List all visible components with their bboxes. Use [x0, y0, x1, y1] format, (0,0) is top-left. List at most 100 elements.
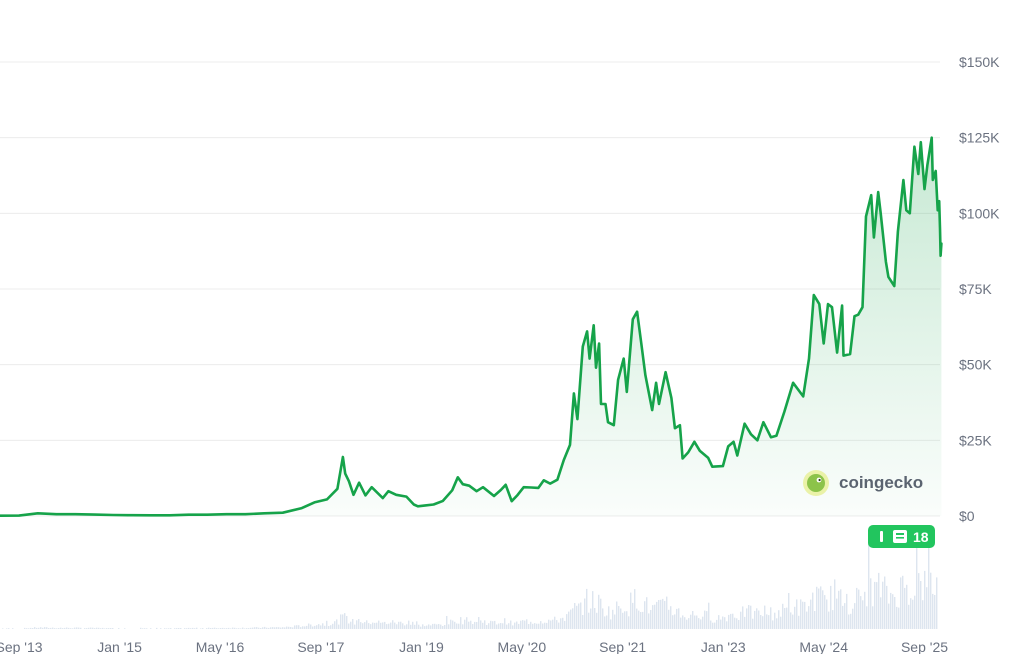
volume-bar [904, 587, 906, 629]
volume-bar [392, 620, 394, 629]
volume-bar [572, 608, 574, 629]
x-tick-label: Sep '25 [901, 639, 948, 654]
volume-bar [882, 581, 884, 629]
volume-bar [488, 623, 490, 629]
volume-bar [214, 627, 216, 629]
volume-bar [80, 627, 82, 629]
volume-bar [184, 628, 186, 629]
volume-bar [558, 622, 560, 629]
volume-bar [418, 624, 420, 629]
volume-bar [654, 604, 656, 629]
volume-bar [282, 627, 284, 629]
volume-bar [92, 627, 94, 629]
volume-bar [612, 609, 614, 629]
volume-bar [870, 578, 872, 629]
volume-bar [726, 621, 728, 629]
volume-bar [810, 599, 812, 629]
volume-bar [762, 616, 764, 629]
volume-bar [832, 610, 834, 629]
volume-bar [234, 627, 236, 629]
volume-bar [88, 627, 90, 629]
volume-bar [554, 616, 556, 629]
volume-bar [56, 628, 58, 629]
x-tick-label: Sep '13 [0, 639, 43, 654]
volume-bar [422, 624, 424, 629]
volume-bar [530, 621, 532, 629]
newspaper-icon [893, 530, 907, 543]
volume-bar [290, 627, 292, 629]
volume-bar [774, 612, 776, 629]
volume-bar [622, 612, 624, 629]
volume-bar [32, 628, 34, 629]
x-tick-label: Jan '23 [701, 639, 746, 654]
volume-bar [756, 608, 758, 629]
news-badge[interactable]: 18 [868, 525, 935, 548]
volume-bar [538, 623, 540, 629]
volume-bar [416, 621, 418, 629]
volume-bar [670, 606, 672, 629]
volume-bar [474, 621, 476, 629]
x-tick-label: May '16 [196, 639, 245, 654]
volume-bar [140, 627, 142, 629]
volume-bar [252, 627, 254, 629]
gridlines [0, 61, 940, 517]
volume-bar [346, 616, 348, 629]
volume-bar [342, 614, 344, 629]
volume-bar [200, 628, 202, 629]
volume-bar [836, 598, 838, 629]
volume-bar [650, 610, 652, 629]
volume-bar [702, 616, 704, 629]
volume-bar [878, 572, 880, 629]
volume-bar [730, 613, 732, 629]
volume-bar [38, 627, 40, 629]
volume-bar [216, 628, 218, 629]
volume-bar [518, 623, 520, 629]
volume-bar [748, 605, 750, 629]
volume-bar [772, 620, 774, 629]
volume-bar [708, 602, 710, 629]
volume-bar [156, 627, 158, 629]
volume-bar [232, 627, 234, 629]
volume-bar [468, 621, 470, 629]
volume-bar [272, 627, 274, 629]
volume-bar [250, 627, 252, 629]
volume-bar [808, 606, 810, 629]
price-area-fill [0, 137, 942, 516]
volume-bar [462, 624, 464, 629]
volume-bar [358, 619, 360, 629]
volume-bar [912, 599, 914, 629]
volume-bar [312, 626, 314, 629]
price-series-line [0, 136, 943, 517]
volume-bar [862, 600, 864, 629]
volume-bar [618, 606, 620, 629]
volume-bar [196, 627, 198, 629]
volume-bar [248, 628, 250, 629]
volume-bar [490, 620, 492, 629]
volume-bar [760, 615, 762, 629]
volume-bar [300, 627, 302, 629]
volume-bar [804, 601, 806, 629]
volume-bar [26, 628, 28, 629]
volume-bar [400, 621, 402, 629]
volume-bar [822, 590, 824, 629]
volume-bar [348, 623, 350, 629]
volume-bar [934, 595, 936, 629]
volume-bar [906, 584, 908, 629]
volume-bar [390, 622, 392, 629]
volume-bar [264, 626, 266, 629]
volume-bar [466, 617, 468, 629]
volume-bar [560, 618, 562, 629]
volume-bar [556, 620, 558, 629]
volume-bar [428, 624, 430, 629]
volume-bar [624, 611, 626, 629]
volume-bar [394, 622, 396, 629]
volume-bar [588, 612, 590, 629]
volume-bar [424, 626, 426, 629]
volume-bar [472, 624, 474, 629]
volume-bar [228, 627, 230, 629]
volume-bar [442, 626, 444, 629]
volume-bar [732, 613, 734, 629]
volume-bar [262, 627, 264, 629]
volume-bar [70, 628, 72, 629]
